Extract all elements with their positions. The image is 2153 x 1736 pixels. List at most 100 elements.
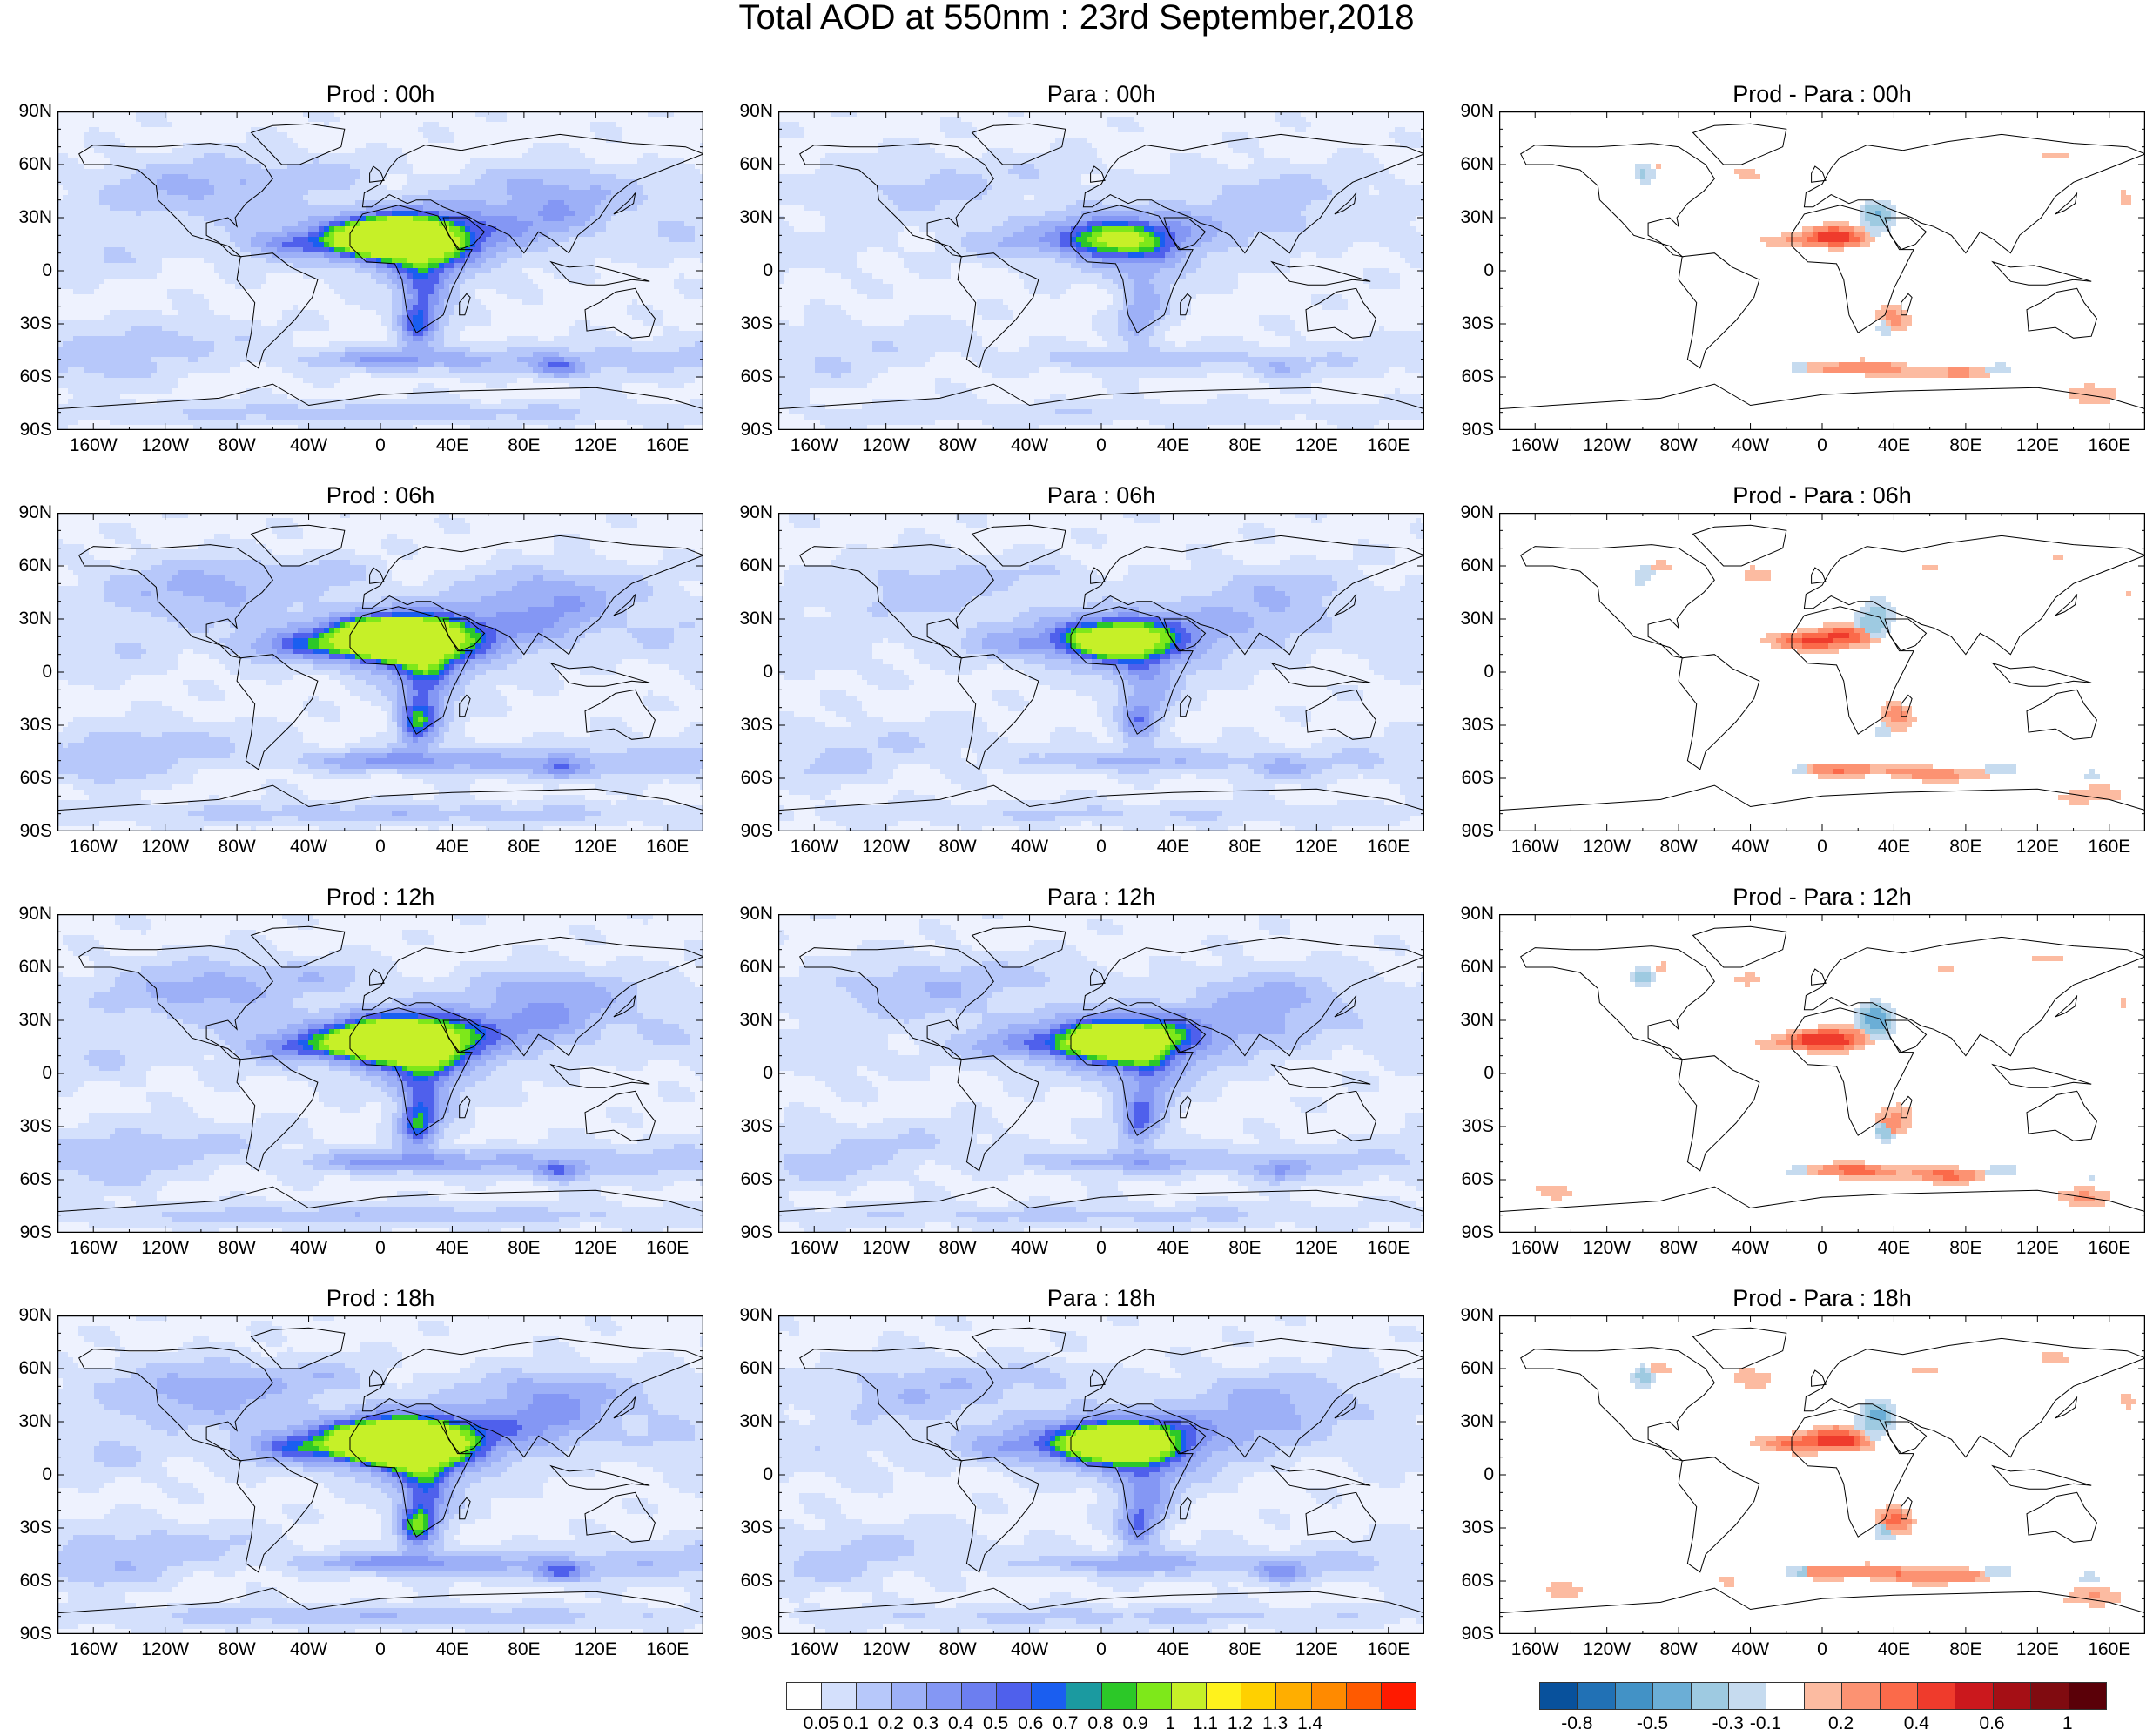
map-area (778, 1315, 1424, 1634)
coastline-uk (1811, 1369, 1827, 1387)
coastline-europe-asia (361, 535, 703, 656)
longitude-tick-label: 120W (856, 1639, 917, 1660)
longitude-tick-label: 120W (856, 837, 917, 858)
longitude-tick-label: 120W (1577, 1238, 1638, 1259)
panel-title: Prod : 06h (57, 481, 703, 509)
longitude-tick-label: 80W (927, 1639, 988, 1660)
coastline-uk (369, 968, 385, 986)
latitude-tick-label: 90S (9, 421, 52, 440)
longitude-tick-label: 80E (1214, 837, 1275, 858)
latitude-tick-label: 30S (9, 716, 52, 735)
latitude-tick-label: 90N (1450, 1306, 1494, 1325)
coastlines (778, 925, 1424, 1233)
aod-field (778, 111, 1424, 430)
coastline-greenland (1692, 123, 1787, 165)
longitude-tick-label: 40W (279, 1238, 340, 1259)
tick-marks (1499, 1315, 2145, 1634)
latitude-tick-label: 30S (9, 1518, 52, 1538)
coastline-madagascar (459, 293, 471, 316)
latitude-tick-label: 30S (730, 716, 773, 735)
map-area (1499, 1315, 2145, 1634)
latitude-tick-label: 0 (9, 1064, 52, 1083)
coastline-africa (1791, 606, 1914, 735)
coastline-japan (613, 594, 636, 616)
coastline-japan (613, 1396, 636, 1419)
map-area (57, 513, 703, 831)
coastline-south-america (236, 1457, 319, 1573)
coastlines (778, 524, 1424, 831)
coastlines (1499, 1327, 2145, 1634)
longitude-tick-label: 40W (279, 435, 340, 456)
coastline-europe-asia (1082, 936, 1424, 1057)
coastline-greenland (971, 1327, 1066, 1369)
map-panel: Prod : 12h 90N 60N 30N 0 30S 60S 90S 160W 120W 80W… (9, 883, 703, 1283)
coastline-africa (1791, 205, 1914, 333)
coastline-south-america (236, 252, 319, 369)
latitude-tick-label: 90N (9, 1306, 52, 1325)
latitude-tick-label: 0 (1450, 663, 1494, 682)
coastline-australia (2026, 1491, 2097, 1543)
coastline-africa (349, 1007, 473, 1136)
coastline-antarctica (778, 383, 1424, 430)
longitude-tick-label: 120E (2007, 1238, 2068, 1259)
longitude-tick-label: 160W (63, 1238, 124, 1259)
longitude-tick-label: 160W (784, 435, 844, 456)
longitude-tick-label: 80W (1648, 1238, 1709, 1259)
latitude-tick-label: 30S (1450, 314, 1494, 333)
coastline-north-america (1520, 143, 1715, 258)
coastline-madagascar (1901, 694, 1913, 717)
latitude-tick-label: 30N (1450, 1011, 1494, 1030)
latitude-tick-label: 30N (9, 1011, 52, 1030)
longitude-tick-label: 0 (350, 435, 411, 456)
coastline-japan (1334, 594, 1357, 616)
coastline-australia (1305, 287, 1376, 339)
longitude-tick-label: 160E (1358, 837, 1419, 858)
longitude-tick-label: 80E (494, 1238, 555, 1259)
coastline-africa (1070, 205, 1194, 333)
longitude-tick-label: 80E (494, 837, 555, 858)
latitude-tick-label: 0 (730, 1064, 773, 1083)
longitude-tick-label: 160E (1358, 1238, 1419, 1259)
latitude-tick-label: 60N (1450, 556, 1494, 575)
diff-colorbar-label: 0.6 (1966, 1713, 2018, 1734)
coastline-africa (349, 1409, 473, 1538)
latitude-tick-label: 30S (730, 314, 773, 333)
longitude-tick-label: 120W (135, 1238, 196, 1259)
coastline-europe-asia (1803, 936, 2145, 1057)
latitude-tick-label: 60S (1450, 1170, 1494, 1189)
coastline-madagascar (1180, 1095, 1192, 1119)
coastline-north-america (1520, 945, 1715, 1060)
coastline-madagascar (1901, 1497, 1913, 1520)
map-area (57, 1315, 703, 1634)
coastlines (57, 524, 703, 831)
aod-colorbar-cell (787, 1683, 823, 1709)
coastline-south-america (236, 654, 319, 770)
longitude-tick-label: 120E (1286, 1639, 1347, 1660)
coastline-europe-asia (361, 1337, 703, 1458)
longitude-tick-label: 80E (494, 1639, 555, 1660)
coastline-indonesia (1991, 662, 2092, 687)
longitude-tick-label: 80E (1935, 1639, 1996, 1660)
diff-colorbar-label: 0.4 (1890, 1713, 1942, 1734)
coastline-arabia (1884, 1019, 1928, 1053)
latitude-tick-label: 30S (730, 1518, 773, 1538)
longitude-tick-label: 40W (999, 435, 1060, 456)
coastline-north-america (799, 544, 994, 659)
map-panel: Para : 00h 90N 60N 30N 0 30S 60S 90S 160W 120W 80W… (730, 80, 1424, 481)
longitude-tick-label: 0 (350, 1639, 411, 1660)
longitude-tick-label: 40E (421, 1238, 482, 1259)
longitude-tick-label: 40W (279, 837, 340, 858)
longitude-tick-label: 160W (784, 1238, 844, 1259)
coastline-japan (2055, 192, 2078, 215)
coastline-greenland (971, 123, 1066, 165)
latitude-tick-label: 60S (9, 769, 52, 788)
coastline-antarctica (778, 1186, 1424, 1233)
diff-colorbar-label: 1 (2042, 1713, 2094, 1734)
longitude-tick-label: 40W (279, 1639, 340, 1660)
map-panel: Para : 18h 90N 60N 30N 0 30S 60S 90S 160W 120W 80W… (730, 1284, 1424, 1685)
latitude-tick-label: 0 (9, 663, 52, 682)
longitude-tick-label: 120E (2007, 435, 2068, 456)
coastline-europe-asia (1082, 535, 1424, 656)
longitude-tick-label: 160E (637, 435, 698, 456)
longitude-tick-label: 160W (63, 435, 124, 456)
